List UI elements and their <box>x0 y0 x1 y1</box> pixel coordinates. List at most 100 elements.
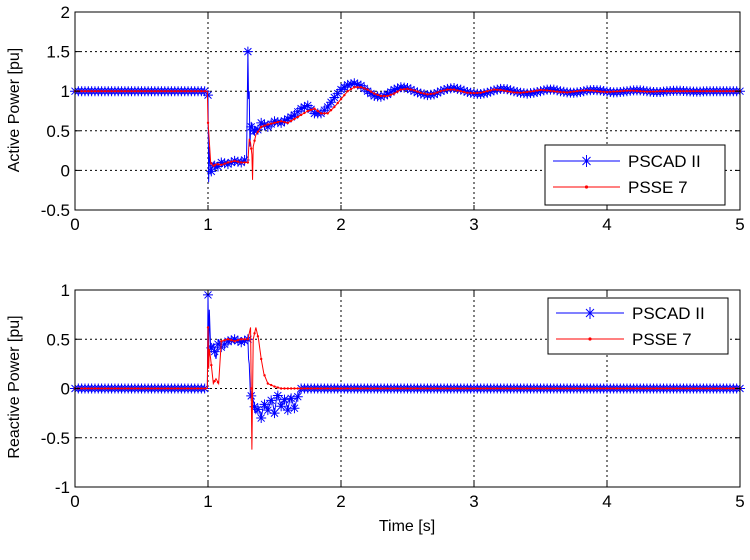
top-series-psse-marker <box>602 90 605 93</box>
top-series-psse-marker <box>429 92 432 96</box>
top-x-tick-label: 3 <box>469 215 478 234</box>
top-series-psse-marker <box>612 90 615 93</box>
bottom-series-psse-marker <box>615 387 619 390</box>
bottom-series-psse-marker <box>353 387 356 390</box>
top-series-psse-marker <box>120 90 123 93</box>
bottom-y-axis-label: Reactive Power [pu] <box>6 315 23 458</box>
bottom-series-psse-marker <box>140 387 143 390</box>
bottom-series-psse-marker <box>136 387 140 390</box>
top-series-psse-marker <box>303 111 306 115</box>
top-series-psse-marker <box>595 90 599 93</box>
top-series-pscad-marker <box>322 102 333 113</box>
top-series-psse-marker <box>386 94 389 98</box>
top-series-pscad-marker <box>478 88 489 99</box>
top-series-psse-marker <box>206 121 210 125</box>
bottom-series-psse-marker <box>296 387 299 390</box>
top-series-pscad-marker <box>352 79 363 90</box>
top-series-psse-marker <box>579 89 582 93</box>
top-series-pscad-marker <box>212 161 223 172</box>
bottom-series-psse-marker <box>309 387 313 390</box>
top-series-pscad-marker <box>326 97 337 108</box>
top-series-psse-marker <box>439 90 442 93</box>
top-series-psse-marker <box>216 163 220 166</box>
top-series-psse-marker <box>383 94 386 98</box>
bottom-series-psse-marker <box>373 387 376 390</box>
bottom-series-pscad-marker <box>222 336 233 347</box>
bottom-series-psse-marker <box>662 387 665 390</box>
top-series-psse-marker <box>256 130 260 133</box>
top-series-psse-marker <box>353 86 356 89</box>
bottom-x-tick-label: 5 <box>735 492 744 511</box>
top-series-pscad-marker <box>532 86 543 97</box>
bottom-series-psse-marker <box>625 387 629 390</box>
bottom-series-psse-marker <box>303 387 306 390</box>
bottom-series-psse-marker <box>452 387 456 390</box>
top-series-psse-marker <box>402 88 406 91</box>
bottom-series-pscad-marker <box>252 404 263 415</box>
top-series-psse-marker <box>176 90 180 93</box>
bottom-series-psse-marker <box>240 338 243 341</box>
bottom-legend-marker-pscad <box>584 307 596 319</box>
bottom-series-psse-marker <box>103 387 107 390</box>
top-series-psse-marker <box>519 91 522 94</box>
top-series-psse-marker <box>376 93 379 96</box>
bottom-series-psse-marker <box>160 387 163 390</box>
bottom-series-psse-marker <box>652 387 655 390</box>
top-series-pscad-marker <box>345 79 356 90</box>
top-series-psse-marker <box>90 90 93 93</box>
bottom-series-psse-marker <box>246 338 250 341</box>
top-series-psse-marker <box>565 91 569 94</box>
bottom-series-psse-marker <box>516 387 519 390</box>
top-series-psse-marker <box>346 90 349 93</box>
top-series-psse-marker <box>349 88 353 91</box>
bottom-legend-marker-psse <box>588 337 592 341</box>
top-series-psse-marker <box>582 89 585 92</box>
top-series-psse-marker <box>419 91 422 94</box>
top-series-psse-marker <box>156 90 160 93</box>
bottom-series-psse-marker <box>542 387 546 390</box>
top-series-psse-marker <box>309 108 313 112</box>
top-series-pscad-marker <box>505 85 516 96</box>
bottom-series-psse-marker <box>466 387 469 390</box>
top-series-psse-marker <box>323 112 326 115</box>
bottom-series-psse-marker <box>609 387 612 390</box>
bottom-series-psse-marker <box>665 387 669 390</box>
top-series-psse-marker <box>240 161 243 164</box>
bottom-series-psse-marker <box>712 387 715 390</box>
top-y-tick-label: 1 <box>61 82 70 101</box>
bottom-series-psse-marker <box>326 387 329 390</box>
bottom-series-pscad-marker <box>286 393 297 404</box>
top-series-pscad-marker <box>269 116 280 127</box>
bottom-series-psse-marker <box>552 387 555 390</box>
top-series-psse-marker <box>379 94 383 98</box>
top-series-psse-marker <box>732 90 735 93</box>
top-series-pscad-marker <box>362 86 373 97</box>
top-series-psse-marker <box>416 90 419 93</box>
bottom-series-psse-marker <box>698 387 702 390</box>
top-series-psse-marker <box>672 90 675 93</box>
bottom-series-psse-marker <box>429 387 432 390</box>
top-series-psse-marker <box>100 90 103 93</box>
top-series-psse-marker <box>220 163 223 167</box>
bottom-series-psse-marker <box>419 387 422 390</box>
bottom-series-pscad-marker <box>206 342 217 353</box>
top-series-psse-marker <box>545 89 549 92</box>
top-series-psse-marker <box>625 89 629 93</box>
top-series-psse-marker <box>705 90 708 93</box>
bottom-series-psse-marker <box>622 387 625 390</box>
bottom-series-psse-marker <box>675 387 679 390</box>
bottom-series-psse-marker <box>672 387 675 390</box>
top-series-psse-marker <box>529 90 532 93</box>
top-series-pscad-marker <box>365 88 376 99</box>
bottom-series-psse-marker <box>183 387 186 390</box>
bottom-series-psse-marker <box>482 387 486 390</box>
top-series-psse-marker <box>589 89 592 92</box>
bottom-series-psse-marker <box>602 387 605 390</box>
top-series-psse-marker <box>269 122 273 125</box>
top-series-psse-marker <box>276 120 280 124</box>
bottom-series-psse-marker <box>389 387 393 390</box>
top-series-pscad-marker <box>449 83 460 94</box>
top-series-psse-marker <box>609 90 612 93</box>
bottom-series-psse-marker <box>532 387 536 390</box>
